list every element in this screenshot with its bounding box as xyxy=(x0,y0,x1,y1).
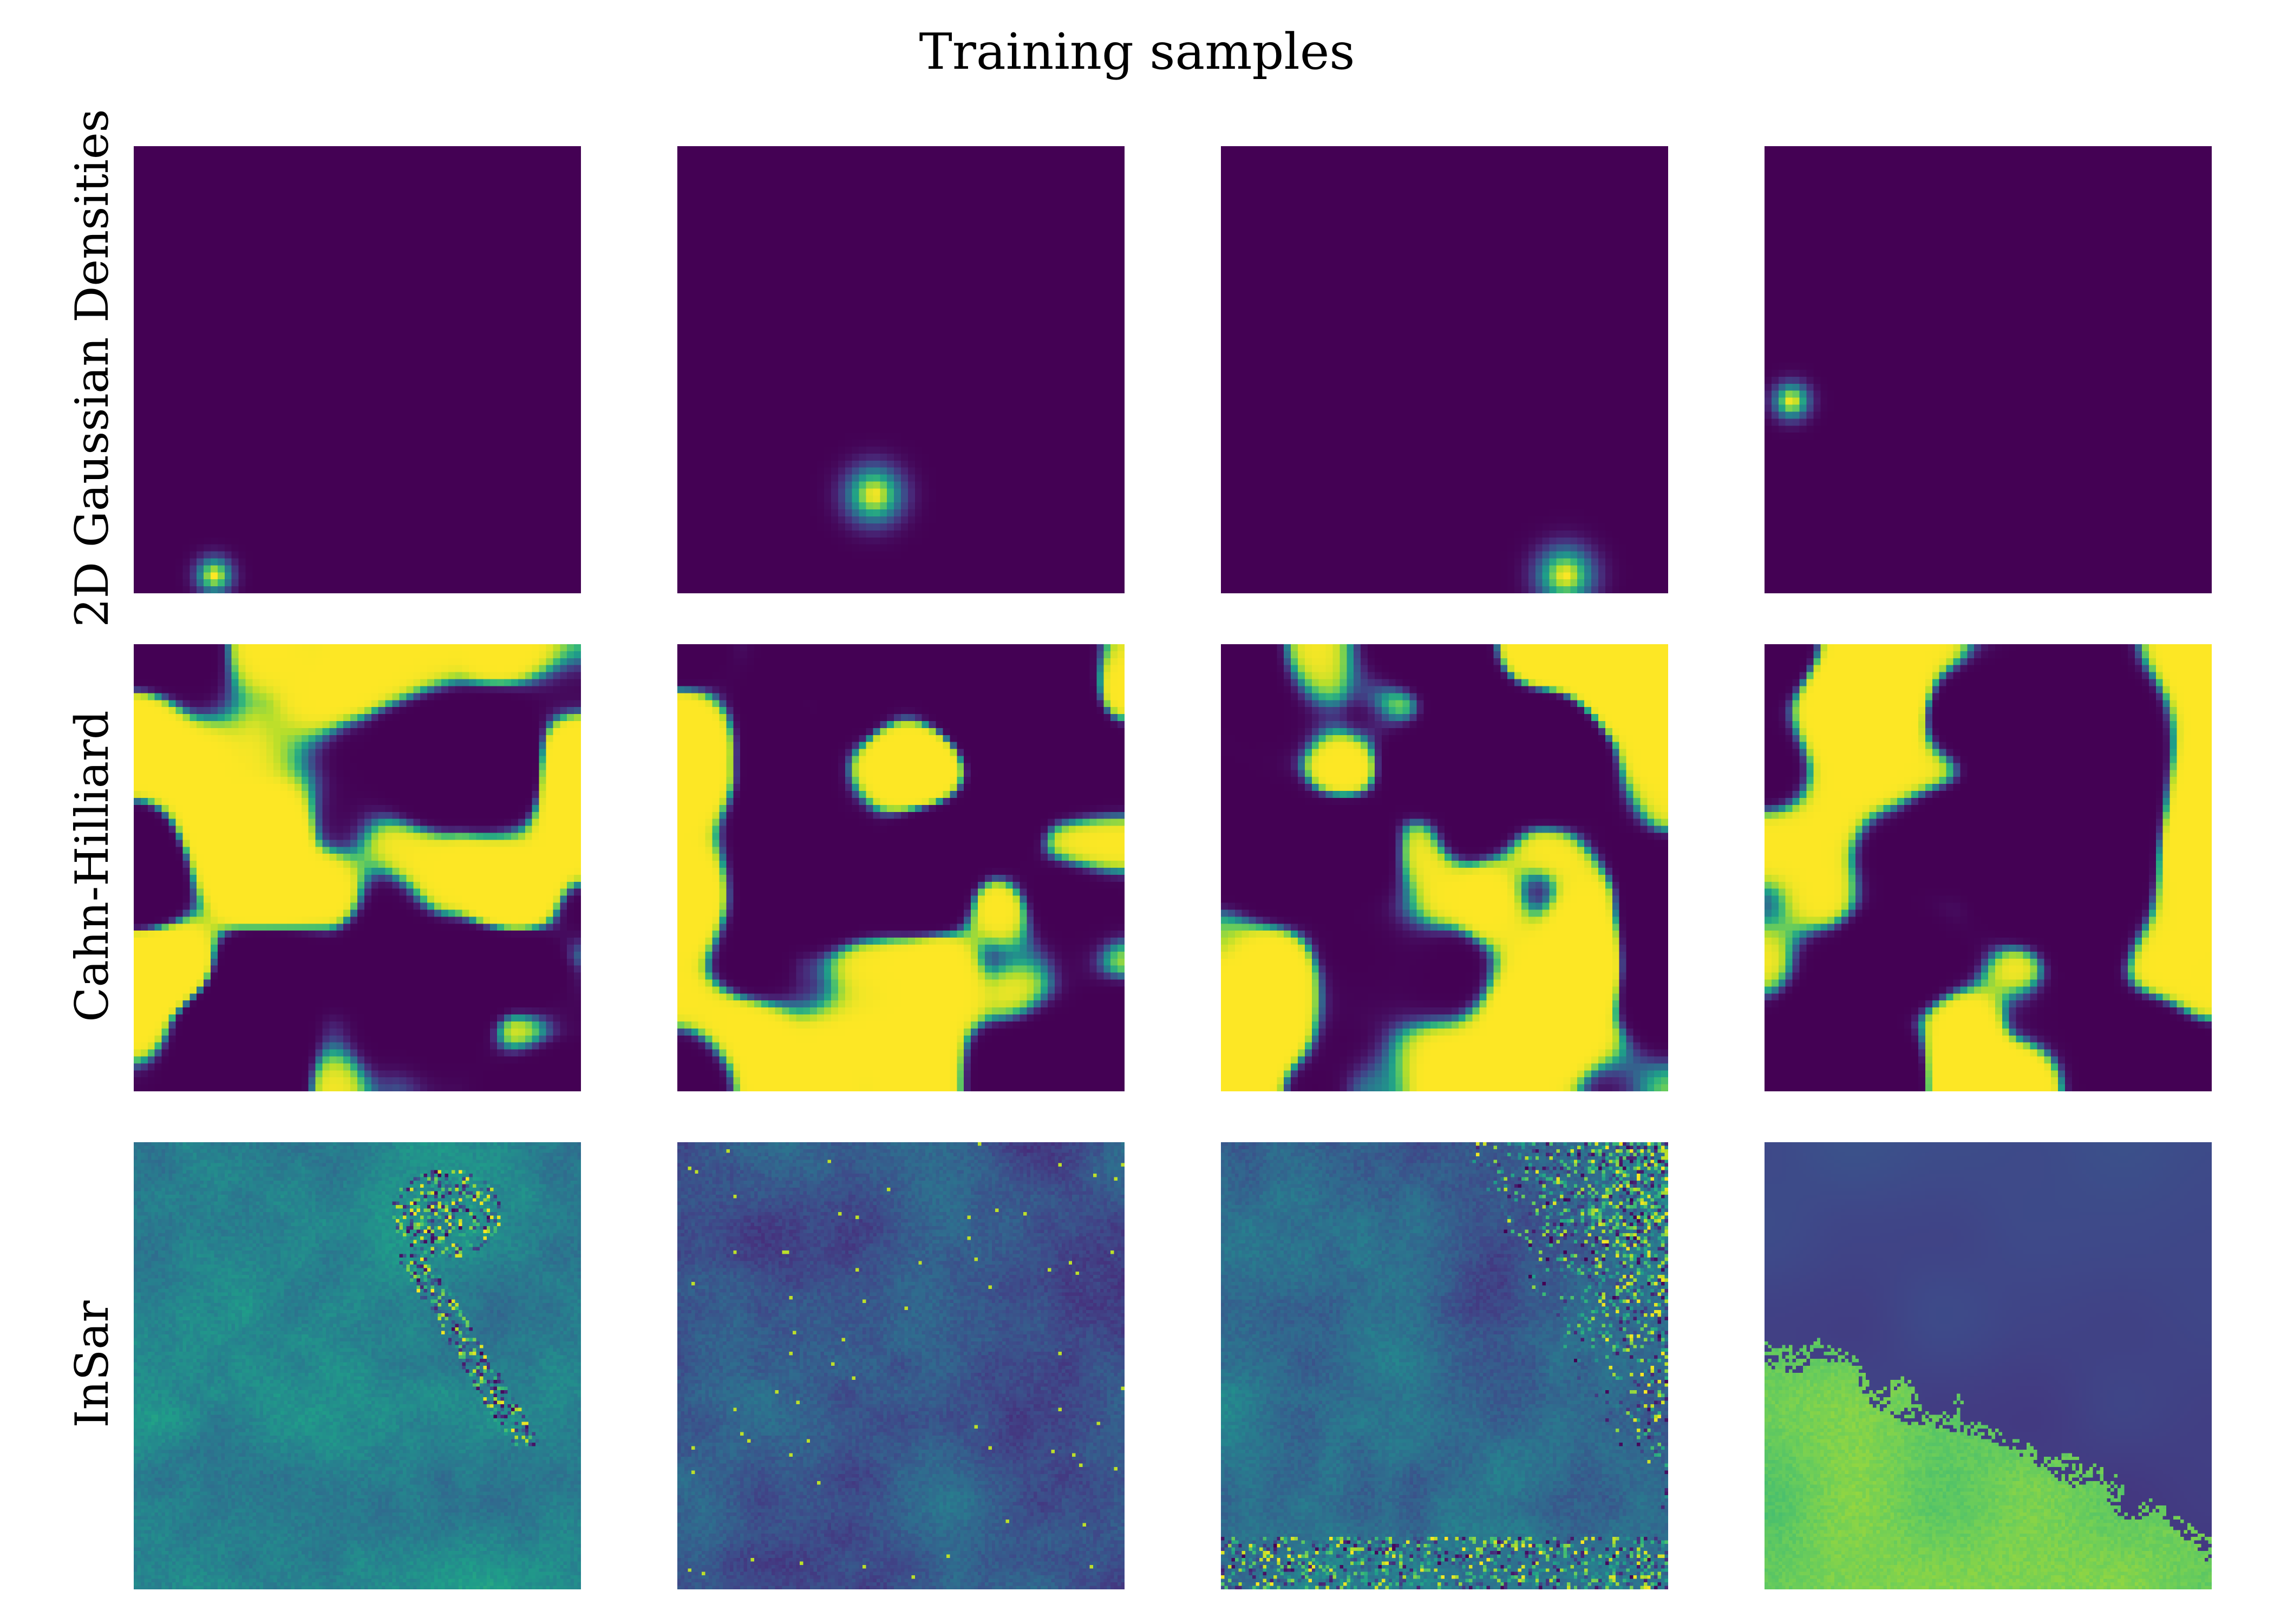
insar-panel-3 xyxy=(1221,1142,1668,1589)
insar-heatmap-1 xyxy=(134,1142,581,1589)
insar-panel-2 xyxy=(677,1142,1125,1589)
gaussian-heatmap-1 xyxy=(134,146,581,593)
row-label-insar: InSar xyxy=(66,1300,119,1428)
cahn-hilliard-heatmap-3 xyxy=(1221,644,1668,1091)
gaussian-panel-2 xyxy=(677,146,1125,593)
insar-panel-1 xyxy=(134,1142,581,1589)
row-label-cahn-hilliard: Cahn-Hilliard xyxy=(66,710,119,1022)
insar-panel-4 xyxy=(1765,1142,2212,1589)
gaussian-heatmap-3 xyxy=(1221,146,1668,593)
gaussian-panel-4 xyxy=(1765,146,2212,593)
cahn-hilliard-panel-1 xyxy=(134,644,581,1091)
gaussian-heatmap-4 xyxy=(1765,146,2212,593)
row-label-gaussian: 2D Gaussian Densities xyxy=(66,109,119,627)
insar-heatmap-4 xyxy=(1765,1142,2212,1589)
figure-title: Training samples xyxy=(919,23,1355,81)
cahn-hilliard-heatmap-4 xyxy=(1765,644,2212,1091)
cahn-hilliard-panel-2 xyxy=(677,644,1125,1091)
insar-heatmap-2 xyxy=(677,1142,1125,1589)
cahn-hilliard-heatmap-1 xyxy=(134,644,581,1091)
cahn-hilliard-panel-4 xyxy=(1765,644,2212,1091)
cahn-hilliard-heatmap-2 xyxy=(677,644,1125,1091)
gaussian-panel-1 xyxy=(134,146,581,593)
gaussian-heatmap-2 xyxy=(677,146,1125,593)
cahn-hilliard-panel-3 xyxy=(1221,644,1668,1091)
gaussian-panel-3 xyxy=(1221,146,1668,593)
insar-heatmap-3 xyxy=(1221,1142,1668,1589)
